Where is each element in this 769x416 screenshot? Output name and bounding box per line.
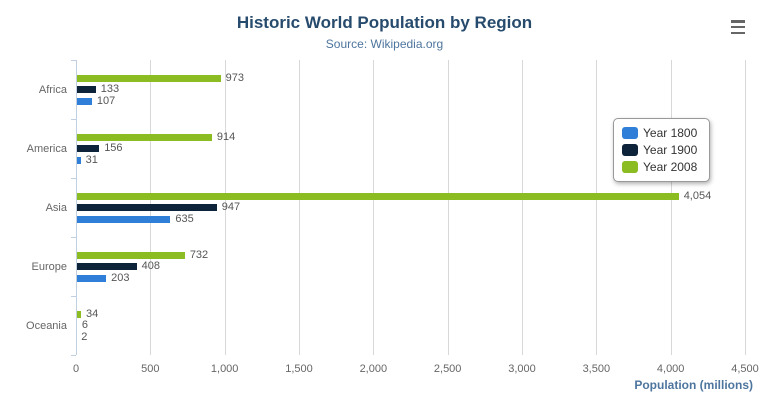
bar-line: 2 [76,331,745,343]
y-axis-tick [71,178,76,179]
bar-year-2008[interactable] [76,133,212,141]
x-axis-tick-label: 4,500 [731,363,759,375]
plot-area: 0 500 1,000 1,500 2,000 2,500 3,000 3,500 4,000 4… [26,60,759,375]
legend-swatch [622,144,638,156]
bar-line: 31 [76,154,745,166]
gridline [224,60,226,355]
legend: Year 1800 Year 1900 Year 2008 [613,118,711,182]
legend-label: Year 1800 [643,126,698,140]
bar-value-label: 107 [96,94,116,107]
bar-year-1800[interactable] [76,97,92,105]
category-label: Africa [38,83,67,96]
bar-value-label: 31 [85,153,98,166]
bar-value-label: 947 [221,201,241,213]
bar-value-label: 2 [81,330,88,343]
bar-value-label: 408 [141,260,160,272]
y-axis-line [76,60,77,355]
bar-year-2008[interactable] [76,192,679,200]
x-axis-tick-label: 500 [141,363,160,375]
category-row: Africa 973 133 107 [39,60,745,119]
category-row: America 914 156 31 [27,119,745,178]
menu-bar [731,25,745,29]
bar-value-label: 6 [81,319,89,331]
x-axis-tick-label: 2,000 [359,363,388,375]
bar-year-1800[interactable] [76,215,171,223]
y-axis-tick [71,119,76,120]
legend-item-year-1900[interactable]: Year 1900 [622,143,697,157]
x-axis-tick-label: 1,500 [285,363,313,375]
category-label: Europe [31,260,67,273]
menu-bar [731,31,745,34]
gridline [745,60,746,355]
bar-line: 133 [76,84,745,96]
bar-line: 973 [76,72,745,84]
bar-value-label: 635 [175,212,194,225]
legend-item-year-2008[interactable]: Year 2008 [622,160,697,174]
legend-item-year-1800[interactable]: Year 1800 [622,126,697,140]
bar-value-label: 34 [86,307,99,320]
legend-swatch [622,127,638,139]
bar-line: 203 [76,272,745,284]
menu-bar [731,20,745,23]
gridline [670,60,672,355]
x-axis-title: Population (millions) [634,378,753,392]
bar-year-2008[interactable] [76,251,185,259]
gridline [299,60,300,355]
category-label: Asia [45,201,67,214]
bar-year-1800[interactable] [76,156,81,164]
bar-line: 107 [76,95,745,107]
category-label: Oceania [26,319,67,332]
bar-line: 914 [76,131,745,143]
bar-line: 732 [76,249,745,261]
category-row: Oceania 34 6 2 [26,296,745,355]
y-axis-tick [71,237,76,238]
bar-value-label: 732 [189,248,209,261]
y-axis-tick [71,60,76,61]
category-label: America [26,142,67,155]
x-axis-tick-label: 3,000 [508,363,536,375]
bar-value-label: 156 [104,142,123,154]
chart-title: Historic World Population by Region [236,13,533,32]
x-axis-tick-label: 4,000 [656,363,685,375]
gridline [447,60,449,355]
bar-year-1900[interactable] [76,145,100,152]
bar-value-label: 4,054 [683,189,712,202]
x-axis-tick-label: 0 [72,363,80,375]
x-axis-tick-label: 3,500 [582,363,611,375]
bar-line: 635 [76,213,745,225]
bar-line: 4,054 [76,190,745,202]
legend-label: Year 2008 [643,160,698,174]
bar-value-label: 203 [111,271,130,284]
hamburger-menu-icon[interactable] [729,20,747,34]
bar-value-label: 914 [216,130,236,143]
gridline [373,60,375,355]
bar-value-label: 973 [225,71,244,84]
legend-swatch [622,161,638,173]
x-axis-tick-label: 2,500 [433,363,462,375]
bar-line: 156 [76,143,745,155]
bar-rows: Africa 973 133 107 America 914 156 31 Asia 4,054 9… [26,60,745,355]
bar-year-2008[interactable] [76,74,221,82]
y-axis-tick [71,296,76,297]
bar-year-1800[interactable] [76,274,107,282]
chart-subtitle: Source: Wikipedia.org [325,37,444,51]
bar-year-1900[interactable] [76,204,217,211]
category-row: Asia 4,054 947 635 [46,178,745,237]
legend-label: Year 1900 [643,143,698,157]
x-axis-tick-label: 1,000 [210,363,239,375]
bar-year-2008[interactable] [76,310,82,318]
bar-value-label: 133 [100,83,120,95]
gridline [522,60,523,355]
bar-line: 408 [76,261,745,273]
bar-line: 34 [76,308,745,320]
bar-line: 6 [76,320,745,332]
y-axis-tick [71,355,76,356]
bar-line: 947 [76,202,745,214]
category-row: Europe 732 408 203 [32,237,745,296]
gridline [596,60,598,355]
bar-year-1900[interactable] [76,263,137,270]
bar-year-1900[interactable] [76,86,96,93]
